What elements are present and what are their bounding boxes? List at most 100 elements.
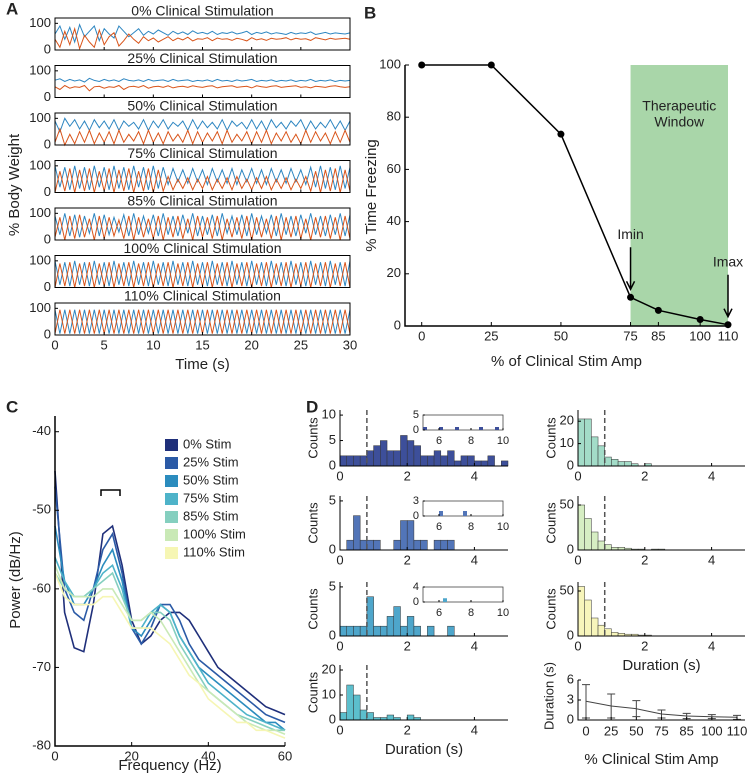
x-tick-label: 75 [623,328,637,343]
psd-line [54,572,286,739]
y-tick-label: 100 [29,300,51,315]
hist-bar [604,544,612,551]
hist-bar [577,586,585,637]
hist-bar [339,455,347,467]
trace [54,214,351,241]
x-axis-label: % Clinical Stim Amp [584,751,718,768]
y-tick-label: 10 [322,407,336,422]
x-tick-label: 15 [195,337,209,352]
y-axis-label: % Body Weight [6,133,23,236]
therapeutic-window [630,65,728,326]
x-axis-label: % of Clinical Stim Amp [491,353,642,370]
hist-bar [474,460,482,467]
x-tick-label: 6 [436,435,442,447]
hist-bar [617,461,626,467]
y-tick-label: 5 [329,578,336,593]
x-tick-label: 100 [689,328,711,343]
x-tick-label: 2 [641,468,648,483]
hist-bar [346,625,354,637]
hist-bar [413,625,421,637]
hist-bar [400,435,408,467]
hist-bar [604,456,612,467]
x-tick-label: 110 [727,723,748,738]
psd-line [54,571,285,732]
y-tick-label: 20 [560,413,574,428]
inset-bar [439,427,443,430]
freeze-point [418,61,426,69]
y-tick-label: 80 [387,109,401,124]
x-tick-label: 0 [336,722,343,737]
freeze-point [696,315,704,323]
freeze-point [654,306,662,314]
hist-bar [611,459,619,467]
x-tick-label: 0 [574,638,581,653]
x-axis-label: Duration (s) [385,741,463,758]
hist-bar [386,450,395,467]
subplot-title: 25% Clinical Stimulation [127,50,277,66]
x-tick-label: 6 [436,607,442,619]
hist-bar [447,625,455,637]
x-tick-label: 30 [343,337,357,352]
y-tick-label: -70 [32,659,51,674]
y-tick-label: 0 [567,627,574,642]
y-tick-label: 3 [413,495,419,507]
x-tick-label: 100 [701,723,723,738]
x-tick-label: 2 [404,552,411,567]
hist-bar [359,455,368,467]
legend-label: 25% Stim [183,454,239,469]
hist-bar [480,460,489,467]
x-tick-label: 4 [708,468,715,483]
x-tick-label: 6 [436,521,442,533]
inset-bar [439,511,443,516]
legend-label: 110% Stim [183,544,245,559]
annotation-arrow [625,247,636,291]
hist-bar [577,418,585,467]
x-tick-label: 0 [418,328,425,343]
hist-bar [433,450,442,467]
y-tick-label: -50 [32,502,51,517]
y-tick-label: 0 [329,457,336,472]
hist-bar [353,515,361,551]
hist-bar [406,440,415,467]
trace [54,26,351,51]
hist-bar [393,606,401,637]
legend-label: 50% Stim [183,472,239,487]
y-axis-label: Counts [305,417,320,459]
y-tick-label: 4 [413,581,419,593]
hist-bar [346,455,354,467]
y-tick-label: 0 [567,711,574,726]
trace [54,84,351,92]
subplot-title: 50% Clinical Stimulation [127,98,277,114]
trace [54,168,351,194]
hist-bar [413,539,421,551]
hist-bar [346,539,354,551]
hist-bar [366,450,374,467]
x-tick-label: 40 [201,748,215,763]
legend-swatch [165,493,178,505]
hist-bar [353,625,361,637]
y-tick-label: 0 [44,136,51,151]
x-tick-label: 2 [641,552,648,567]
y-axis-label: Counts [543,588,558,630]
x-axis-label: Duration (s) [622,657,700,674]
x-tick-label: 0 [51,748,58,763]
legend-swatch [165,475,178,487]
y-axis-label: Counts [305,671,320,713]
y-tick-label: 0 [413,596,419,608]
x-axis-label: Time (s) [175,356,229,373]
hist-bar [346,684,354,721]
y-tick-label: 40 [387,213,401,228]
hist-bar [353,455,361,467]
inset-box [422,586,504,603]
y-tick-label: 10 [560,435,574,450]
hist-bar [624,461,632,467]
x-tick-label: 10 [497,607,509,619]
x-tick-label: 85 [679,723,693,738]
x-tick-label: 25 [294,337,308,352]
hist-bar [339,712,347,721]
x-tick-label: 75 [654,723,668,738]
hist-bar [420,455,428,467]
x-tick-label: 0 [574,468,581,483]
x-tick-label: 2 [404,468,411,483]
axes-box [54,302,351,336]
